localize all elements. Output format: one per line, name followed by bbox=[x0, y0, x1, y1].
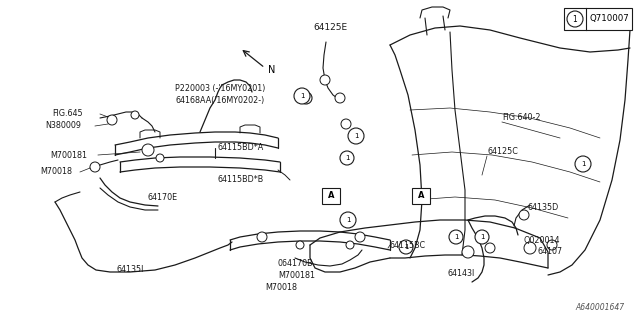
Text: 64115BD*B: 64115BD*B bbox=[218, 175, 264, 185]
Text: 64135D: 64135D bbox=[527, 204, 558, 212]
Text: 1: 1 bbox=[354, 133, 358, 139]
Text: M70018: M70018 bbox=[265, 284, 297, 292]
Text: M700181: M700181 bbox=[278, 271, 315, 281]
Text: 1: 1 bbox=[346, 217, 350, 223]
Text: A: A bbox=[418, 191, 424, 201]
Text: N380009: N380009 bbox=[45, 122, 81, 131]
Text: 1: 1 bbox=[345, 155, 349, 161]
Circle shape bbox=[340, 151, 354, 165]
Circle shape bbox=[341, 119, 351, 129]
Circle shape bbox=[296, 241, 304, 249]
Circle shape bbox=[90, 162, 100, 172]
Text: Q020014: Q020014 bbox=[524, 236, 561, 244]
Circle shape bbox=[340, 212, 356, 228]
Bar bbox=[564, 8, 632, 30]
Circle shape bbox=[485, 243, 495, 253]
Circle shape bbox=[524, 242, 536, 254]
Text: 1: 1 bbox=[454, 234, 458, 240]
Text: 64135I: 64135I bbox=[116, 266, 144, 275]
Circle shape bbox=[257, 232, 267, 242]
Text: 64125C: 64125C bbox=[487, 148, 518, 156]
Text: 64168AA('16MY0202-): 64168AA('16MY0202-) bbox=[175, 95, 264, 105]
Text: 64115BD*A: 64115BD*A bbox=[218, 143, 264, 153]
Text: Q710007: Q710007 bbox=[589, 14, 629, 23]
Text: 1: 1 bbox=[480, 234, 484, 240]
Text: M700181: M700181 bbox=[50, 150, 87, 159]
Text: 064170B: 064170B bbox=[278, 260, 314, 268]
Circle shape bbox=[462, 246, 474, 258]
Text: 64107: 64107 bbox=[538, 247, 563, 257]
Text: 1: 1 bbox=[573, 14, 577, 23]
Bar bbox=[322, 188, 340, 204]
Circle shape bbox=[107, 115, 117, 125]
Text: A640001647: A640001647 bbox=[576, 303, 625, 312]
Text: 64143I: 64143I bbox=[448, 269, 476, 278]
Text: P220003 (-'16MY0201): P220003 (-'16MY0201) bbox=[175, 84, 266, 92]
Text: FIG.640-2: FIG.640-2 bbox=[502, 114, 541, 123]
Circle shape bbox=[399, 240, 413, 254]
Circle shape bbox=[449, 230, 463, 244]
Circle shape bbox=[156, 154, 164, 162]
Circle shape bbox=[348, 128, 364, 144]
Circle shape bbox=[547, 240, 557, 250]
Text: 64125E: 64125E bbox=[313, 23, 347, 33]
Circle shape bbox=[131, 111, 139, 119]
Circle shape bbox=[475, 230, 489, 244]
Text: M70018: M70018 bbox=[40, 167, 72, 177]
Text: 1: 1 bbox=[580, 161, 585, 167]
Circle shape bbox=[142, 144, 154, 156]
Bar bbox=[412, 188, 430, 204]
Circle shape bbox=[335, 93, 345, 103]
Circle shape bbox=[320, 75, 330, 85]
Text: N: N bbox=[268, 65, 276, 75]
Text: 1: 1 bbox=[300, 93, 304, 99]
Circle shape bbox=[346, 241, 354, 249]
Circle shape bbox=[351, 133, 361, 143]
Text: 64170E: 64170E bbox=[148, 193, 178, 202]
Circle shape bbox=[567, 11, 583, 27]
Text: A: A bbox=[328, 191, 334, 201]
Text: FIG.645: FIG.645 bbox=[52, 109, 83, 118]
Circle shape bbox=[519, 210, 529, 220]
Circle shape bbox=[300, 92, 312, 104]
Circle shape bbox=[294, 88, 310, 104]
Text: 64115BC: 64115BC bbox=[390, 241, 426, 250]
Circle shape bbox=[355, 232, 365, 242]
Text: 1: 1 bbox=[404, 244, 408, 250]
Circle shape bbox=[575, 156, 591, 172]
